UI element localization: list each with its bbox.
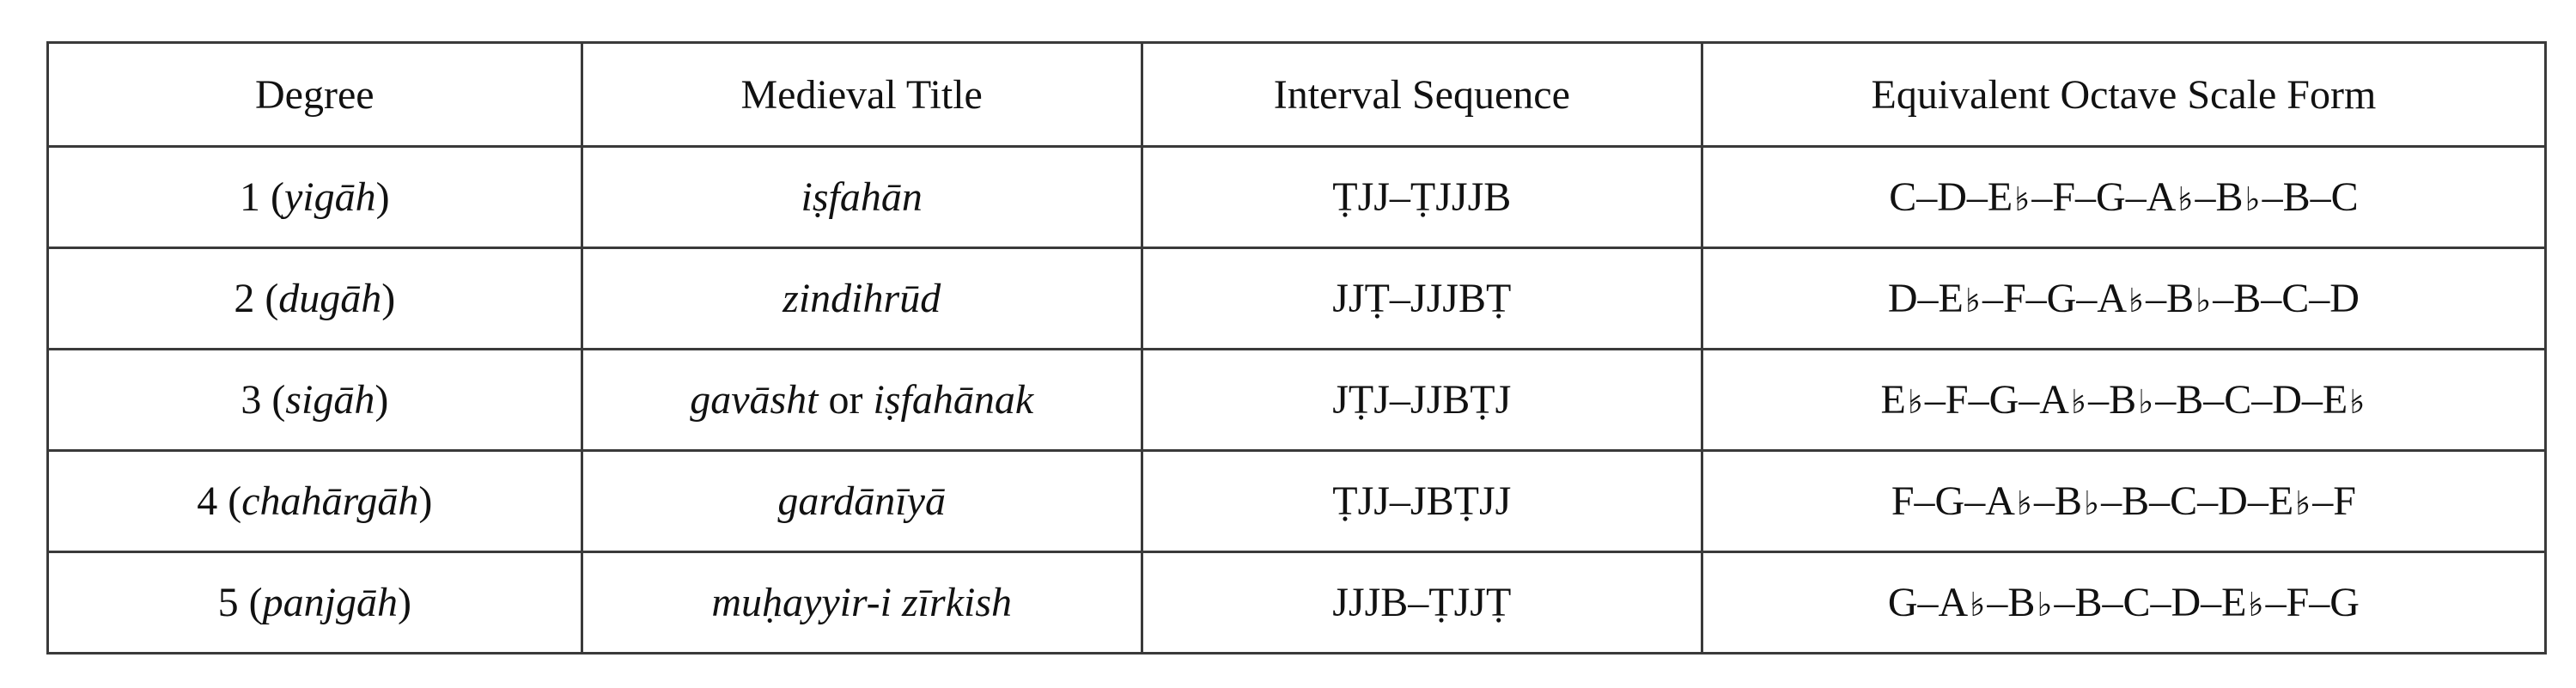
degree-cell: 3 (sigāh) <box>46 348 583 452</box>
interval-sequence-cell: JJṬ–JJJBṬ <box>1140 247 1703 350</box>
degree-name: sigāh <box>285 377 375 423</box>
degree-cell: 2 (dugāh) <box>46 247 583 350</box>
title-alternate: iṣfahānak <box>873 377 1034 423</box>
degree-cell: 4 (chahārgāh) <box>46 449 583 553</box>
scale-form-cell: G–A♭–B♭–B–C–D–E♭–F–G <box>1700 551 2548 655</box>
degree-number: 3 <box>241 377 262 423</box>
header-row: Degree Medieval Title Interval Sequence … <box>46 41 2548 148</box>
half-flat-icon: ♭ <box>1907 385 1923 421</box>
medieval-title-cell: muḥayyir-i zīrkish <box>580 551 1143 655</box>
interval-sequence-cell: JṬJ–JJBṬJ <box>1140 348 1703 452</box>
title-primary: gardānīyā <box>777 478 946 524</box>
flat-icon: ♭ <box>2037 588 2053 624</box>
degree-name: panjgāh <box>262 580 398 625</box>
header-degree: Degree <box>46 41 583 148</box>
modes-table: Degree Medieval Title Interval Sequence … <box>46 41 2548 655</box>
interval-sequence-cell: ṬJJ–JBṬJJ <box>1140 449 1703 553</box>
medieval-title-cell: gardānīyā <box>580 449 1143 553</box>
flat-icon: ♭ <box>2195 283 2212 320</box>
interval-sequence-cell: ṬJJ–ṬJJJB <box>1140 145 1703 249</box>
flat-icon: ♭ <box>2084 486 2100 522</box>
half-flat-icon: ♭ <box>1964 283 1981 320</box>
scale-form-cell: E♭–F–G–A♭–B♭–B–C–D–E♭ <box>1700 348 2548 452</box>
degree-number: 1 <box>240 174 260 220</box>
degree-number: 5 <box>217 580 239 625</box>
half-flat-icon: ♭ <box>2349 385 2366 421</box>
half-flat-icon: ♭ <box>2177 182 2194 218</box>
medieval-title-cell: iṣfahān <box>580 145 1143 249</box>
table-row: 2 (dugāh) zindihrūd JJṬ–JJJBṬ D–E♭–F–G–A♭–B… <box>46 247 2548 350</box>
header-octave-scale-form: Equivalent Octave Scale Form <box>1700 41 2548 148</box>
title-primary: gavāsht <box>690 377 819 423</box>
half-flat-icon: ♭ <box>2128 283 2145 320</box>
table-row: 3 (sigāh) gavāsht or iṣfahānak JṬJ–JJBṬJ E♭… <box>46 348 2548 452</box>
header-interval-sequence: Interval Sequence <box>1140 41 1703 148</box>
half-flat-icon: ♭ <box>2014 182 2031 218</box>
medieval-title-cell: gavāsht or iṣfahānak <box>580 348 1143 452</box>
degree-cell: 1 (yigāh) <box>46 145 583 249</box>
scale-form-cell: C–D–E♭–F–G–A♭–B♭–B–C <box>1700 145 2548 249</box>
degree-cell: 5 (panjgāh) <box>46 551 583 655</box>
degree-number: 4 <box>197 478 218 524</box>
scale-form-cell: F–G–A♭–B♭–B–C–D–E♭–F <box>1700 449 2548 553</box>
half-flat-icon: ♭ <box>2070 385 2087 421</box>
degree-number: 2 <box>234 276 255 321</box>
half-flat-icon: ♭ <box>2016 486 2032 522</box>
title-primary: muḥayyir-i zīrkish <box>711 580 1013 625</box>
degree-name: yigāh <box>283 174 376 220</box>
table-row: 1 (yigāh) iṣfahān ṬJJ–ṬJJJB C–D–E♭–F–G–A♭–B… <box>46 145 2548 249</box>
interval-sequence-cell: JJJB–ṬJJṬ <box>1140 551 1703 655</box>
degree-name: dugāh <box>278 276 382 321</box>
half-flat-icon: ♭ <box>2295 486 2311 522</box>
degree-name: chahārgāh <box>241 478 419 524</box>
table-row: 4 (chahārgāh) gardānīyā ṬJJ–JBṬJJ F–G–A♭–B♭… <box>46 449 2548 553</box>
title-primary: iṣfahān <box>801 174 923 220</box>
flat-icon: ♭ <box>2244 182 2261 218</box>
title-primary: zindihrūd <box>783 276 941 321</box>
title-or: or <box>818 377 874 423</box>
medieval-title-cell: zindihrūd <box>580 247 1143 350</box>
table-row: 5 (panjgāh) muḥayyir-i zīrkish JJJB–ṬJJṬ G–… <box>46 551 2548 655</box>
scale-form-cell: D–E♭–F–G–A♭–B♭–B–C–D <box>1700 247 2548 350</box>
flat-icon: ♭ <box>2138 385 2154 421</box>
half-flat-icon: ♭ <box>2248 588 2264 624</box>
half-flat-icon: ♭ <box>1970 588 1986 624</box>
header-medieval-title: Medieval Title <box>580 41 1143 148</box>
